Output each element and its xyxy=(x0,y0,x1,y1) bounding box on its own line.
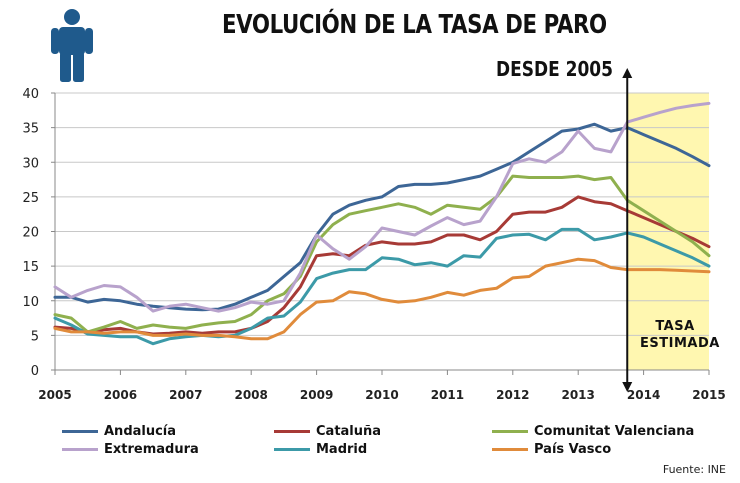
tick-labels: 0 5 10 15 20 25 30 35 40 2005 2006 2007 2008 2009 2010… xyxy=(22,87,725,402)
x-tick-label: 2005 xyxy=(38,388,71,402)
legend-label-madrid: Madrid xyxy=(316,441,368,457)
x-tick-label: 2006 xyxy=(104,388,137,402)
estimate-label-line2: ESTIMADA xyxy=(640,336,720,351)
x-tick-label: 2015 xyxy=(692,388,725,402)
legend-item-pais-vasco: País Vasco xyxy=(492,440,611,458)
legend-label-pais-vasco: País Vasco xyxy=(534,441,612,457)
legend-swatch-andalucia xyxy=(62,429,98,433)
series-lines xyxy=(53,101,711,346)
x-tick-label: 2009 xyxy=(300,388,333,402)
legend-label-comunitat-valenciana: Comunitat Valenciana xyxy=(534,423,695,439)
y-tick-label: 20 xyxy=(22,226,39,241)
y-tick-label: 10 xyxy=(22,295,39,310)
legend-swatch-cataluna xyxy=(274,429,310,433)
y-tick-label: 5 xyxy=(31,329,39,344)
x-tick-label: 2007 xyxy=(169,388,202,402)
legend-label-andalucia: Andalucía xyxy=(104,423,177,439)
legend-item-madrid: Madrid xyxy=(274,440,367,458)
legend-swatch-pais-vasco xyxy=(492,447,528,451)
source-note: Fuente: INE xyxy=(662,463,726,476)
person-icon xyxy=(50,8,94,86)
axes xyxy=(51,92,710,375)
legend-swatch-extremadura xyxy=(62,447,98,451)
estimate-label-line1: TASA xyxy=(655,319,695,334)
y-tick-label: 40 xyxy=(22,87,39,102)
series-line-extremadura xyxy=(53,101,711,313)
series-line-madrid xyxy=(53,227,711,346)
legend: Andalucía Cataluña Comunitat Valenciana … xyxy=(62,422,722,462)
series-line-cataluna xyxy=(53,195,711,336)
chart-subtitle: DESDE 2005 xyxy=(496,57,613,81)
y-tick-label: 35 xyxy=(22,122,39,137)
y-tick-label: 0 xyxy=(31,364,39,379)
y-tick-label: 15 xyxy=(22,260,39,275)
legend-swatch-comunitat-valenciana xyxy=(492,429,528,433)
x-tick-label: 2010 xyxy=(365,388,398,402)
chart-title: EVOLUCIÓN DE LA TASA DE PARO xyxy=(222,10,607,40)
y-tick-label: 25 xyxy=(22,191,39,206)
y-tick-label: 30 xyxy=(22,156,39,171)
legend-label-extremadura: Extremadura xyxy=(104,441,199,457)
x-tick-label: 2012 xyxy=(496,388,529,402)
estimate-arrow xyxy=(622,68,633,392)
x-tick-label: 2011 xyxy=(431,388,464,402)
estimate-annotation: TASA ESTIMADA xyxy=(640,318,720,352)
x-tick-label: 2013 xyxy=(561,388,594,402)
x-tick-label: 2008 xyxy=(234,388,267,402)
legend-label-cataluna: Cataluña xyxy=(316,423,382,439)
estimate-arrow-head-down xyxy=(622,382,633,392)
legend-item-comunitat-valenciana: Comunitat Valenciana xyxy=(492,422,694,440)
series-line-pais-vasco xyxy=(53,257,711,341)
x-tick-label: 2014 xyxy=(627,388,660,402)
legend-item-andalucia: Andalucía xyxy=(62,422,176,440)
estimate-arrow-head-up xyxy=(622,68,633,78)
legend-item-extremadura: Extremadura xyxy=(62,440,199,458)
legend-swatch-madrid xyxy=(274,447,310,451)
legend-item-cataluna: Cataluña xyxy=(274,422,381,440)
series-line-comunitat-valenciana xyxy=(53,174,711,334)
